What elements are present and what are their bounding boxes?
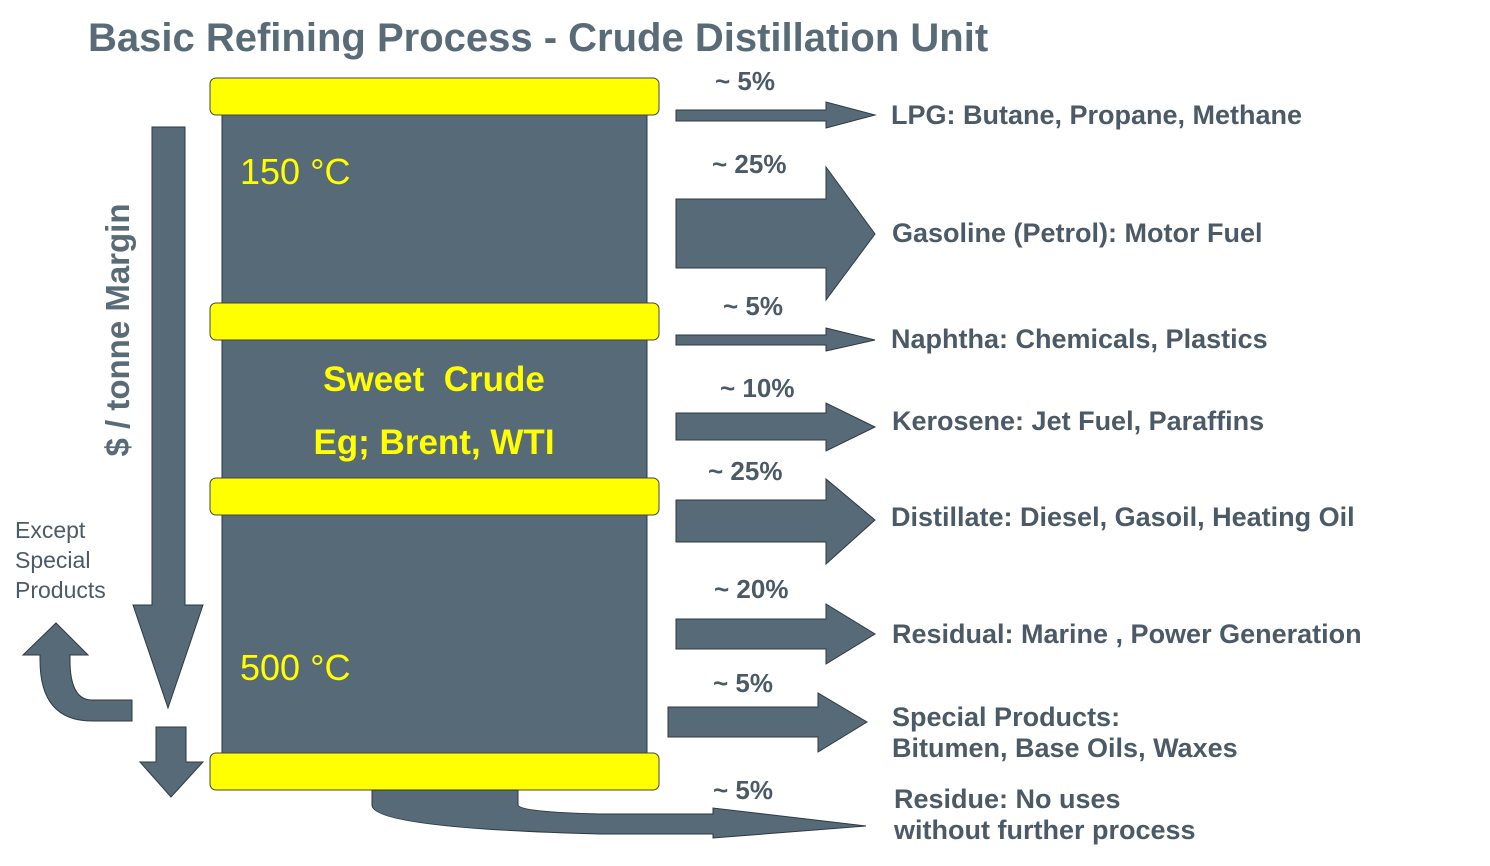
fraction-pct-kerosene: ~ 10% — [720, 373, 795, 403]
column-band-bottom — [209, 752, 660, 791]
page-title: Basic Refining Process - Crude Distillat… — [88, 16, 989, 60]
crude-name: Sweet Crude — [323, 360, 545, 399]
except-line: Products — [15, 577, 106, 603]
product-label-residue-line2: without further process — [894, 815, 1196, 845]
except-curved-arrow — [21, 622, 133, 722]
fraction-pct-distillate: ~ 25% — [708, 456, 783, 486]
fraction-pct-residue: ~ 5% — [713, 775, 773, 805]
product-label-kerosene: Kerosene: Jet Fuel, Paraffins — [892, 406, 1265, 436]
column-band-top — [209, 77, 660, 116]
product-label-residue-line1: Residue: No uses — [894, 784, 1121, 814]
crude-examples: Eg; Brent, WTI — [313, 423, 555, 462]
product-label-gasoline: Gasoline (Petrol): Motor Fuel — [892, 218, 1263, 248]
product-label-residual: Residual: Marine , Power Generation — [892, 619, 1362, 649]
arrow-special-products — [667, 692, 868, 753]
margin-label: $ / tonne Margin — [99, 203, 136, 457]
product-label-lpg: LPG: Butane, Propane, Methane — [891, 100, 1303, 130]
arrow-lpg — [675, 101, 877, 129]
arrow-kerosene — [675, 402, 877, 452]
arrow-naphtha — [675, 327, 876, 352]
arrow-residual — [675, 603, 876, 665]
small-down-arrow — [138, 726, 205, 798]
fraction-pct-naphtha: ~ 5% — [723, 291, 783, 321]
arrow-distillate — [675, 477, 876, 566]
fraction-pct-residual: ~ 20% — [714, 574, 789, 604]
except-label: Except Special Products — [15, 515, 106, 605]
fraction-pct-special-products: ~ 5% — [713, 668, 773, 698]
product-label-naphtha: Naphtha: Chemicals, Plastics — [891, 324, 1268, 354]
except-line: Except — [15, 517, 86, 543]
column-top-temperature: 150 °C — [240, 151, 351, 192]
column-band-lower-middle — [209, 477, 660, 516]
product-label-special-products-line2: Bitumen, Base Oils, Waxes — [892, 733, 1238, 763]
product-label-distillate: Distillate: Diesel, Gasoil, Heating Oil — [891, 502, 1355, 532]
column-band-upper-middle — [209, 302, 660, 341]
column-bottom-temperature: 500 °C — [240, 647, 351, 688]
fraction-pct-gasoline: ~ 25% — [712, 149, 787, 179]
margin-down-arrow — [132, 126, 204, 710]
arrow-residue — [371, 789, 867, 839]
arrow-gasoline — [675, 165, 876, 302]
fraction-pct-lpg: ~ 5% — [715, 66, 775, 96]
except-line: Special — [15, 547, 91, 573]
product-label-special-products-line1: Special Products: — [892, 702, 1121, 732]
column-body — [221, 99, 648, 769]
